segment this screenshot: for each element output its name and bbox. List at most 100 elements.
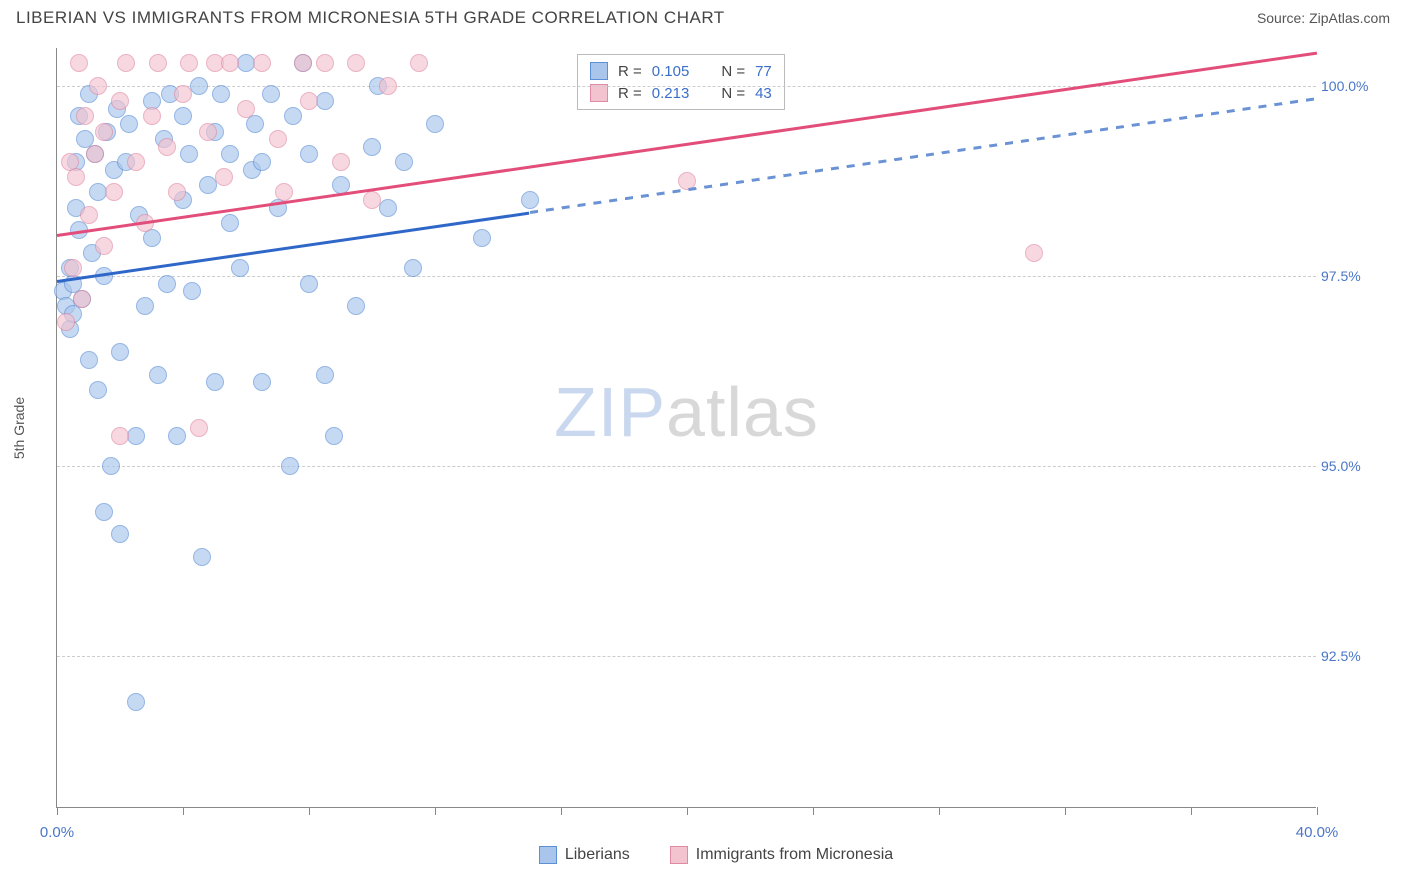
stat-r-label: R = bbox=[618, 63, 642, 80]
data-point bbox=[183, 282, 201, 300]
chart-source: Source: ZipAtlas.com bbox=[1257, 10, 1390, 26]
x-tick bbox=[183, 807, 184, 815]
data-point bbox=[120, 115, 138, 133]
data-point bbox=[67, 168, 85, 186]
data-point bbox=[174, 85, 192, 103]
x-tick bbox=[939, 807, 940, 815]
x-tick bbox=[1191, 807, 1192, 815]
data-point bbox=[127, 693, 145, 711]
legend-item: Immigrants from Micronesia bbox=[670, 846, 893, 864]
data-point bbox=[379, 77, 397, 95]
data-point bbox=[221, 145, 239, 163]
stat-n-value: 43 bbox=[755, 85, 772, 102]
watermark: ZIPatlas bbox=[554, 372, 819, 452]
y-tick-label: 95.0% bbox=[1321, 458, 1376, 474]
data-point bbox=[473, 229, 491, 247]
x-tick bbox=[435, 807, 436, 815]
data-point bbox=[332, 153, 350, 171]
data-point bbox=[316, 92, 334, 110]
grid-line bbox=[57, 466, 1316, 467]
data-point bbox=[316, 366, 334, 384]
data-point bbox=[168, 183, 186, 201]
data-point bbox=[193, 548, 211, 566]
data-point bbox=[294, 54, 312, 72]
legend-label: Immigrants from Micronesia bbox=[696, 846, 893, 864]
data-point bbox=[190, 419, 208, 437]
data-point bbox=[190, 77, 208, 95]
data-point bbox=[80, 206, 98, 224]
data-point bbox=[136, 297, 154, 315]
x-tick bbox=[1065, 807, 1066, 815]
bottom-legend: Liberians Immigrants from Micronesia bbox=[56, 846, 1376, 864]
data-point bbox=[111, 427, 129, 445]
data-point bbox=[76, 107, 94, 125]
data-point bbox=[262, 85, 280, 103]
y-tick-label: 92.5% bbox=[1321, 648, 1376, 664]
data-point bbox=[521, 191, 539, 209]
data-point bbox=[95, 123, 113, 141]
stat-n-label: N = bbox=[721, 85, 745, 102]
data-point bbox=[64, 259, 82, 277]
data-point bbox=[426, 115, 444, 133]
data-point bbox=[347, 297, 365, 315]
data-point bbox=[127, 153, 145, 171]
data-point bbox=[105, 183, 123, 201]
data-point bbox=[149, 366, 167, 384]
data-point bbox=[127, 427, 145, 445]
data-point bbox=[300, 92, 318, 110]
data-point bbox=[158, 275, 176, 293]
data-point bbox=[158, 138, 176, 156]
data-point bbox=[363, 191, 381, 209]
stat-r-label: R = bbox=[618, 85, 642, 102]
data-point bbox=[174, 107, 192, 125]
grid-line bbox=[57, 656, 1316, 657]
trend-line bbox=[529, 97, 1317, 213]
data-point bbox=[300, 145, 318, 163]
stats-box: R = 0.105 N = 77 R = 0.213 N = 43 bbox=[577, 54, 785, 110]
data-point bbox=[275, 183, 293, 201]
y-tick-label: 100.0% bbox=[1321, 78, 1376, 94]
x-tick-label: 40.0% bbox=[1296, 824, 1339, 841]
grid-line bbox=[57, 276, 1316, 277]
plot-region: ZIPatlas 5th Grade R = 0.105 N = 77 R = … bbox=[56, 48, 1316, 808]
data-point bbox=[347, 54, 365, 72]
legend-label: Liberians bbox=[565, 846, 630, 864]
data-point bbox=[206, 373, 224, 391]
x-tick bbox=[1317, 807, 1318, 815]
data-point bbox=[180, 54, 198, 72]
data-point bbox=[95, 237, 113, 255]
watermark-zip: ZIP bbox=[554, 373, 666, 451]
y-tick-label: 97.5% bbox=[1321, 268, 1376, 284]
x-tick bbox=[561, 807, 562, 815]
swatch-icon bbox=[539, 846, 557, 864]
data-point bbox=[212, 85, 230, 103]
data-point bbox=[111, 92, 129, 110]
data-point bbox=[102, 457, 120, 475]
data-point bbox=[70, 54, 88, 72]
data-point bbox=[246, 115, 264, 133]
data-point bbox=[316, 54, 334, 72]
x-tick bbox=[813, 807, 814, 815]
data-point bbox=[168, 427, 186, 445]
data-point bbox=[325, 427, 343, 445]
data-point bbox=[111, 525, 129, 543]
legend-item: Liberians bbox=[539, 846, 630, 864]
data-point bbox=[253, 153, 271, 171]
chart-area: ZIPatlas 5th Grade R = 0.105 N = 77 R = … bbox=[56, 48, 1376, 828]
stat-n-label: N = bbox=[721, 63, 745, 80]
data-point bbox=[57, 313, 75, 331]
data-point bbox=[281, 457, 299, 475]
chart-title: LIBERIAN VS IMMIGRANTS FROM MICRONESIA 5… bbox=[16, 8, 725, 28]
grid-line bbox=[57, 86, 1316, 87]
x-tick bbox=[687, 807, 688, 815]
x-tick bbox=[309, 807, 310, 815]
data-point bbox=[149, 54, 167, 72]
data-point bbox=[253, 54, 271, 72]
swatch-icon bbox=[670, 846, 688, 864]
chart-header: LIBERIAN VS IMMIGRANTS FROM MICRONESIA 5… bbox=[16, 8, 1390, 28]
y-axis-label: 5th Grade bbox=[11, 396, 27, 458]
data-point bbox=[143, 107, 161, 125]
stats-row: R = 0.105 N = 77 bbox=[590, 60, 772, 82]
data-point bbox=[180, 145, 198, 163]
data-point bbox=[221, 214, 239, 232]
